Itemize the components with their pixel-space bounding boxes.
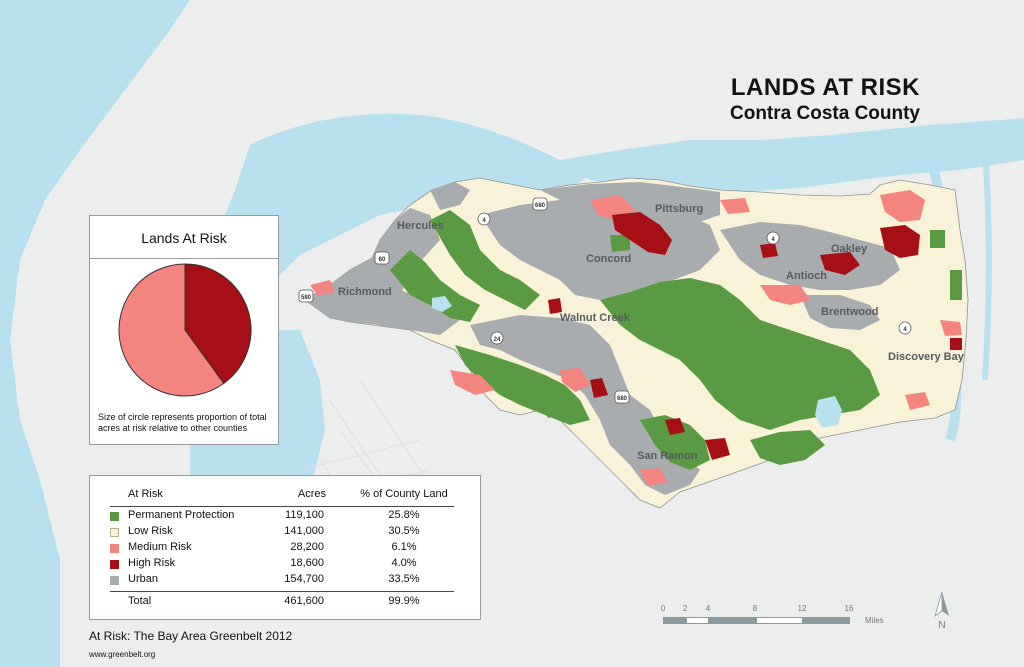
north-arrow-icon: N	[934, 591, 949, 630]
scale-segment-4	[756, 617, 803, 624]
svg-text:680: 680	[617, 396, 628, 402]
scale-segment-1	[663, 617, 686, 624]
legend-header-acres: Acres	[297, 488, 326, 500]
scale-label-8: 8	[752, 604, 758, 613]
source-credit: At Risk: The Bay Area Greenbelt 2012	[89, 629, 293, 643]
scale-label-12: 12	[797, 604, 807, 613]
legend-row-label: Medium Risk	[128, 541, 192, 553]
highway-shield-680-south: 680	[614, 390, 630, 404]
legend-row-permanent-protection: Permanent Protection 119,100 25.8%	[90, 509, 480, 525]
legend-row-medium-risk: Medium Risk 28,200 6.1%	[90, 541, 480, 557]
svg-text:80: 80	[379, 257, 386, 263]
highway-shield-80: 80	[374, 251, 390, 265]
legend-swatch-high-risk	[110, 560, 119, 569]
legend-row-acres: 141,000	[284, 525, 324, 537]
pie-note: Size of circle represents proportion of …	[98, 412, 267, 433]
delta-channel-east	[982, 149, 992, 381]
svg-text:4: 4	[482, 218, 486, 224]
legend-swatch-medium-risk	[110, 544, 119, 553]
place-label-oakley: Oakley	[831, 243, 868, 255]
highway-shield-680-north: 680	[532, 197, 548, 211]
legend-row-pct: 6.1%	[391, 541, 417, 553]
legend-total-acres: 461,600	[284, 595, 324, 607]
legend-header-label: At Risk	[128, 488, 163, 500]
legend-swatch-permanent-protection	[110, 512, 119, 521]
svg-text:24: 24	[494, 337, 501, 343]
scale-label-16: 16	[844, 604, 854, 613]
protected-lands	[390, 210, 962, 470]
high-risk-areas	[548, 212, 962, 460]
legend-row-pct: 33.5%	[388, 573, 420, 585]
place-label-discovery-bay: Discovery Bay	[888, 351, 965, 363]
legend-row-acres: 28,200	[290, 541, 324, 553]
svg-text:580: 580	[301, 295, 312, 301]
legend-row-label: High Risk	[128, 557, 176, 569]
place-label-walnut-creek: Walnut Creek	[560, 312, 631, 324]
scale-label-2: 2	[682, 604, 688, 613]
scale-segment-2	[686, 617, 709, 624]
legend-row-total: Total 461,600 99.9%	[90, 595, 480, 611]
legend-total-divider	[110, 591, 454, 592]
place-label-hercules: Hercules	[397, 220, 443, 232]
scale-bar: 0 2 4 8 12 16 Miles	[661, 604, 961, 634]
svg-text:4: 4	[771, 237, 775, 243]
place-label-richmond: Richmond	[338, 286, 392, 298]
pie-slice-medium-risk	[118, 263, 225, 397]
place-label-san-ramon: San Ramon	[637, 450, 698, 462]
place-label-pittsburg: Pittsburg	[655, 203, 703, 215]
place-label-antioch: Antioch	[786, 270, 827, 282]
map-subtitle: Contra Costa County	[730, 103, 920, 124]
scale-segment-3	[709, 617, 756, 624]
pie-panel: Lands At Risk Size of circle represents …	[89, 215, 279, 445]
los-vaqueros-reservoir	[815, 396, 842, 428]
legend-row-label: Urban	[128, 573, 158, 585]
highway-shield-4-central: 4	[766, 231, 780, 245]
legend-row-pct: 30.5%	[388, 525, 420, 537]
highway-shield-4-east: 4	[898, 321, 912, 335]
legend-table: At Risk Acres % of County Land Permanent…	[89, 475, 481, 620]
suisun-bay	[560, 118, 1024, 192]
legend-row-acres: 119,100	[285, 509, 324, 521]
legend-row-label: Permanent Protection	[128, 509, 235, 521]
pie-title: Lands At Risk	[90, 216, 278, 259]
highway-shield-4-west: 4	[477, 212, 491, 226]
pacific-ocean	[0, 0, 190, 667]
map-title: LANDS AT RISK	[730, 74, 920, 101]
legend-row-pct: 4.0%	[391, 557, 417, 569]
scale-segment-5	[803, 617, 850, 624]
legend-row-acres: 154,700	[284, 573, 324, 585]
scale-unit-label: Miles	[865, 616, 884, 625]
legend-swatch-low-risk	[110, 528, 119, 537]
legend-header-pct: % of County Land	[360, 488, 448, 500]
legend-row-label: Low Risk	[128, 525, 173, 537]
legend-row-urban: Urban 154,700 33.5%	[90, 573, 480, 589]
scale-label-0: 0	[660, 604, 666, 613]
place-label-concord: Concord	[586, 253, 631, 265]
legend-total-pct: 99.9%	[388, 595, 420, 607]
map-title-block: LANDS AT RISK Contra Costa County	[730, 74, 920, 126]
legend-row-low-risk: Low Risk 141,000 30.5%	[90, 525, 480, 541]
legend-swatch-urban	[110, 576, 119, 585]
scale-label-4: 4	[705, 604, 711, 613]
legend-header-divider	[110, 506, 454, 507]
source-url: www.greenbelt.org	[89, 650, 156, 659]
svg-text:4: 4	[903, 327, 907, 333]
risk-pie-chart	[118, 263, 252, 397]
svg-text:680: 680	[535, 203, 546, 209]
highway-shield-24: 24	[490, 331, 504, 345]
place-label-brentwood: Brentwood	[821, 306, 878, 318]
briones-reservoir	[432, 296, 452, 312]
medium-risk-areas	[310, 190, 962, 486]
legend-row-high-risk: High Risk 18,600 4.0%	[90, 557, 480, 573]
legend-total-label: Total	[128, 595, 152, 607]
legend-row-acres: 18,600	[290, 557, 324, 569]
pie-slice-high-risk	[184, 263, 252, 385]
north-label: N	[938, 620, 945, 630]
legend-row-pct: 25.8%	[388, 509, 420, 521]
urban-areas	[305, 182, 900, 495]
highway-shield-580: 580	[298, 289, 314, 303]
legend-header-row: At Risk Acres % of County Land	[90, 488, 480, 504]
